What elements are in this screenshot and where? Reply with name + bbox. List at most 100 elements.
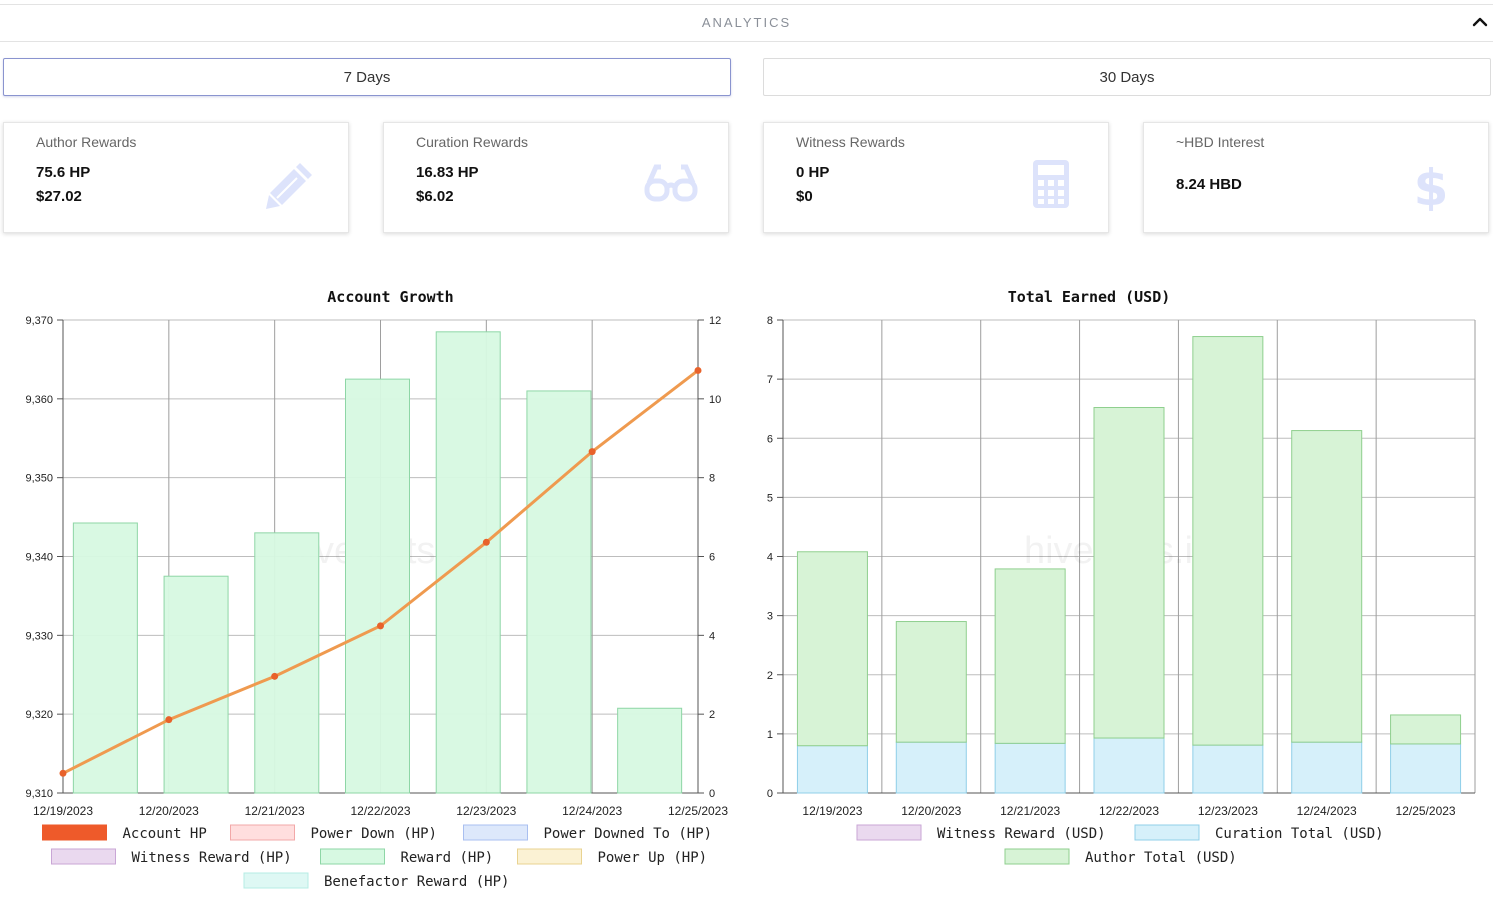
legend-label: Curation Total (USD) (1215, 826, 1384, 842)
x-tick-label: 12/21/2023 (245, 804, 305, 818)
legend-swatch (320, 848, 385, 865)
card-usd-value: $6.02 (416, 188, 454, 205)
account-hp-point (377, 622, 384, 630)
legend-swatch (517, 848, 582, 865)
reward-bar (163, 575, 229, 794)
y-tick-label: 4 (767, 552, 773, 564)
card-usd-value: $0 (796, 188, 813, 205)
x-tick-label: 12/19/2023 (802, 804, 862, 818)
curation-total-usd-bar (895, 741, 967, 794)
legend-swatch (243, 872, 309, 889)
card-title: Witness Rewards (796, 134, 905, 150)
card-hbd-value: 8.24 HBD (1176, 176, 1242, 193)
legend-label: Account HP (123, 826, 207, 842)
y-tick-label: 7 (767, 374, 773, 386)
pencil-icon (266, 163, 312, 209)
legend-label: Author Total (USD) (1085, 850, 1237, 866)
reward-bar (72, 522, 138, 794)
legend-label: Power Down (HP) (311, 826, 437, 842)
tab-30-days[interactable]: 30 Days (763, 58, 1491, 96)
author-total-usd-bar (1390, 714, 1462, 745)
legend-label: Witness Reward (USD) (937, 826, 1106, 842)
curation-total-usd-bar (1291, 741, 1363, 794)
hbd-interest-card: ~HBD Interest 8.24 HBD $ (1143, 122, 1489, 233)
curation-rewards-card: Curation Rewards 16.83 HP $6.02 (383, 122, 729, 233)
y-tick-label: 0 (767, 788, 773, 800)
account-hp-point (165, 716, 173, 724)
legend-swatch (1134, 824, 1200, 841)
curation-total-usd-bar (1093, 737, 1165, 794)
card-title: Curation Rewards (416, 134, 529, 150)
y-tick-label-right: 2 (709, 709, 715, 721)
reward-bar (617, 707, 683, 794)
account-hp-point (59, 769, 67, 777)
y-tick-label-left: 9,370 (25, 315, 53, 327)
witness-rewards-card: Witness Rewards 0 HP $0 (763, 122, 1109, 233)
legend-swatch (230, 824, 295, 841)
account-hp-point (271, 672, 279, 680)
reward-bar (526, 390, 592, 794)
author-total-usd-bar (1093, 407, 1165, 739)
x-tick-label: 12/23/2023 (1198, 804, 1258, 818)
legend-swatch (1004, 848, 1070, 865)
y-tick-label-right: 0 (709, 788, 715, 800)
account-growth-chart: Account Growthhivestats.io9,3109,3209,33… (25, 288, 728, 890)
svg-text:$: $ (1414, 159, 1449, 211)
author-total-usd-bar (796, 551, 868, 747)
curation-total-usd-bar (1390, 743, 1462, 794)
glasses-icon (644, 164, 698, 202)
y-tick-label-right: 8 (709, 473, 715, 485)
legend-swatch (463, 824, 528, 841)
tab-7-days[interactable]: 7 Days (3, 58, 731, 96)
reward-bar (345, 378, 410, 794)
author-rewards-card: Author Rewards 75.6 HP $27.02 (3, 122, 349, 233)
account-hp-point (588, 448, 596, 456)
card-hp-value: 75.6 HP (36, 164, 91, 181)
author-total-usd-bar (994, 568, 1066, 744)
y-tick-label-left: 9,310 (25, 788, 53, 800)
x-tick-label: 12/25/2023 (1396, 804, 1456, 818)
y-tick-label: 3 (767, 611, 773, 623)
chevron-up-icon[interactable] (1471, 13, 1489, 31)
x-tick-label: 12/24/2023 (1297, 804, 1357, 818)
y-tick-label: 6 (767, 433, 773, 445)
y-tick-label-left: 9,340 (25, 552, 53, 564)
author-total-usd-bar (895, 621, 967, 743)
y-tick-label-right: 12 (709, 315, 721, 327)
y-tick-label: 2 (767, 670, 773, 682)
reward-bar (435, 331, 501, 794)
card-usd-value: $27.02 (36, 188, 82, 205)
calculator-icon (1033, 160, 1069, 208)
card-hp-value: 0 HP (796, 164, 830, 181)
total-earned-chart: Total Earned (USD)012345678hivestats.io1… (767, 288, 1476, 866)
card-hp-value: 16.83 HP (416, 164, 479, 181)
curation-total-usd-bar (796, 745, 868, 794)
legend-swatch (42, 824, 107, 841)
legend-swatch (51, 848, 116, 865)
y-tick-label-right: 4 (709, 630, 715, 642)
y-tick-label: 1 (767, 729, 773, 741)
y-tick-label-right: 10 (709, 394, 721, 406)
y-tick-label-left: 9,360 (25, 394, 53, 406)
account-hp-point (482, 538, 490, 546)
legend-label: Benefactor Reward (HP) (324, 874, 509, 890)
y-tick-label-right: 6 (709, 552, 715, 564)
x-tick-label: 12/19/2023 (33, 804, 93, 818)
y-tick-label-left: 9,320 (25, 709, 53, 721)
x-tick-label: 12/25/2023 (668, 804, 728, 818)
y-tick-label: 8 (767, 315, 773, 327)
legend-label: Reward (HP) (401, 850, 494, 866)
y-tick-label: 5 (767, 492, 773, 504)
section-title: ANALYTICS (701, 15, 792, 30)
chart-title: Account Growth (327, 288, 453, 306)
y-tick-label-left: 9,350 (25, 473, 53, 485)
x-tick-label: 12/21/2023 (1000, 804, 1060, 818)
reward-bar (254, 532, 320, 794)
legend-label: Witness Reward (HP) (132, 850, 292, 866)
legend-swatch (856, 824, 922, 841)
curation-total-usd-bar (994, 742, 1066, 794)
analytics-header[interactable]: ANALYTICS (0, 5, 1493, 42)
account-hp-point (694, 366, 702, 374)
x-tick-label: 12/22/2023 (1099, 804, 1159, 818)
y-tick-label-left: 9,330 (25, 630, 53, 642)
